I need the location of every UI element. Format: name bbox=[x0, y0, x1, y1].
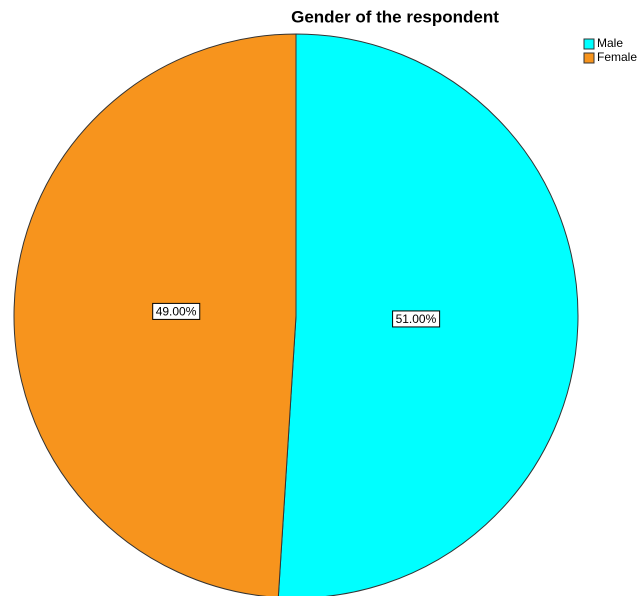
data-label-text: 49.00% bbox=[156, 304, 197, 318]
chart-title: Gender of the respondent bbox=[291, 7, 499, 26]
legend-swatch bbox=[583, 52, 595, 64]
data-label: 51.00% bbox=[392, 310, 441, 328]
data-label-text: 51.00% bbox=[396, 312, 437, 326]
data-label-box bbox=[152, 302, 201, 320]
legend-label: Female bbox=[597, 50, 637, 64]
legend-label: Male bbox=[597, 36, 623, 50]
data-label-box bbox=[392, 310, 441, 328]
data-label: 49.00% bbox=[152, 302, 201, 320]
legend-swatch bbox=[583, 38, 595, 50]
